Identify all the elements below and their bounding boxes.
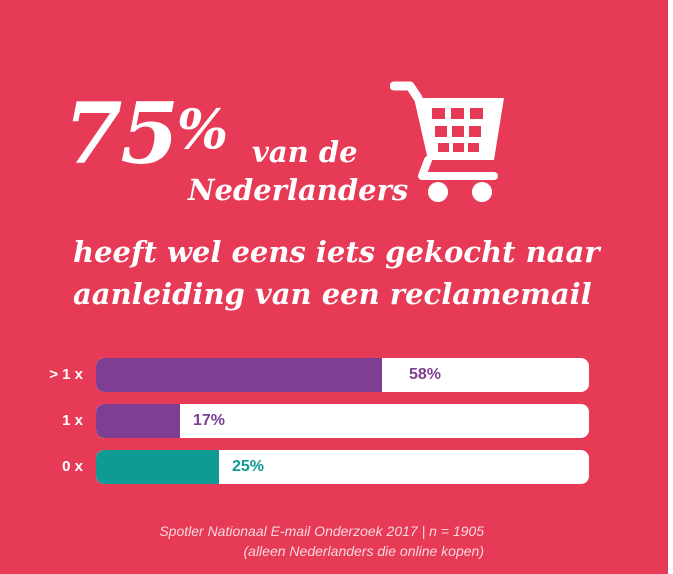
headline-nederlanders: Nederlanders bbox=[188, 173, 409, 207]
headline-line-2: aanleiding van een reclamemail bbox=[73, 277, 592, 311]
bar-value-label: 25% bbox=[232, 458, 265, 475]
bar-category-label: > 1 x bbox=[49, 366, 83, 383]
source-line-1: Spotler Nationaal E-mail Onderzoek 2017 … bbox=[159, 523, 484, 539]
headline-percent-sign: % bbox=[176, 97, 228, 161]
bar-category-label: 0 x bbox=[62, 458, 83, 475]
headline-percent-number: 75 bbox=[64, 84, 179, 183]
bar-track: 58% bbox=[96, 358, 589, 392]
bar-value-label: 17% bbox=[193, 412, 226, 429]
bar-track: 25% bbox=[96, 450, 589, 484]
bar-value-label: 58% bbox=[409, 366, 442, 383]
bar-fill bbox=[96, 450, 219, 484]
bar-fill bbox=[96, 358, 382, 392]
shopping-cart-icon bbox=[390, 81, 504, 202]
headline-percent: 75% bbox=[64, 92, 228, 176]
bar-fill bbox=[96, 404, 180, 438]
headline-van-de: van de bbox=[252, 135, 358, 169]
headline-line-1: heeft wel eens iets gekocht naar bbox=[73, 235, 600, 269]
source-line-2: (alleen Nederlanders die online kopen) bbox=[243, 543, 485, 559]
bar-track: 17% bbox=[96, 404, 589, 438]
bar-category-label: 1 x bbox=[62, 412, 83, 429]
